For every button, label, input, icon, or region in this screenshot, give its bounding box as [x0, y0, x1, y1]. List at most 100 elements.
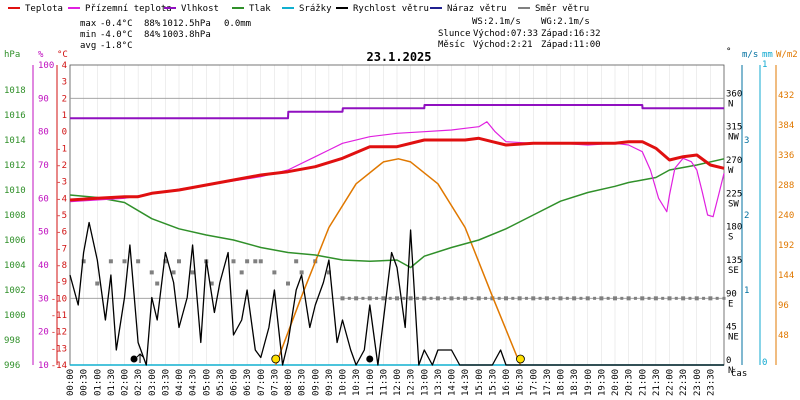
tick-x: 14:00 [448, 369, 458, 396]
wind-direction-dot [155, 281, 160, 286]
wind-direction-dot [688, 296, 692, 300]
wind-direction-dot [231, 259, 236, 264]
tick-x: 09:00 [311, 369, 321, 396]
wind-direction-dot [593, 296, 597, 300]
tick-x: 12:00 [393, 369, 403, 396]
tick-x: 06:30 [243, 369, 253, 396]
wind-direction-dot [402, 296, 406, 300]
tick-temperature: -13 [51, 344, 67, 354]
moonrise-marker [130, 355, 138, 363]
tick-humidity: 10 [38, 361, 49, 371]
wind-direction-dot [722, 296, 726, 300]
wind-direction-dot [708, 296, 712, 300]
unit-rain: mm [762, 50, 773, 60]
tick-x: 22:30 [679, 369, 689, 396]
tick-x: 10:30 [352, 369, 362, 396]
tick-x: 05:00 [202, 369, 212, 396]
wind-direction-dot [108, 259, 113, 264]
stat-min-temp: -4.0°C [100, 30, 133, 40]
tick-pressure: 1014 [4, 136, 26, 146]
wind-direction-dot [484, 296, 488, 300]
stat-max-hum: 88% [144, 19, 161, 29]
wind-direction-dot [171, 270, 176, 275]
series-teplota [69, 136, 725, 202]
series-rychlost [69, 221, 724, 366]
wind-direction-dot [518, 296, 522, 300]
tick-x: 15:30 [488, 369, 498, 396]
wind-direction-dot [477, 296, 481, 300]
unit-humidity: % [38, 50, 44, 60]
tick-humidity: 70 [38, 161, 49, 171]
tick-solar: 192 [778, 241, 794, 251]
wind-direction-dot [620, 296, 624, 300]
stat-max-rain: 0.0mm [224, 19, 251, 29]
stat-min-hum: 84% [144, 30, 161, 40]
wind-direction-dot [661, 296, 665, 300]
wind-direction-dot [245, 259, 250, 264]
tick-x: 23:00 [693, 369, 703, 396]
wind-direction-dot [415, 296, 419, 300]
wind-direction-dot [347, 296, 351, 300]
wind-direction-dot [627, 296, 631, 300]
tick-direction: 315 [726, 123, 742, 133]
wind-direction-dot [531, 296, 535, 300]
wind-direction-dot [715, 296, 719, 300]
wind-direction-dot [361, 296, 365, 300]
tick-x: 17:00 [529, 369, 539, 396]
wind-direction-dot [545, 296, 549, 300]
tick-pressure: 1016 [4, 111, 26, 121]
wind-direction-dot [674, 296, 678, 300]
tick-pressure: 1012 [4, 161, 26, 171]
tick-solar: 288 [778, 181, 794, 191]
wind-direction-dot [443, 296, 447, 300]
tick-rain: 1 [762, 60, 767, 70]
legend-label-rychlost: Rychlost větru [353, 4, 429, 14]
sunset-marker [516, 354, 525, 364]
unit-temperature: °C [57, 50, 68, 60]
tick-x: 23:30 [706, 369, 716, 396]
wind-direction-dot [149, 270, 154, 275]
tick-temperature: 3 [62, 78, 67, 88]
wind-direction-dot [253, 259, 258, 264]
tick-x: 00:30 [80, 369, 90, 396]
chart-title: 23.1.2025 [366, 50, 431, 64]
wind-direction-dot [490, 296, 494, 300]
tick-temperature: -14 [51, 361, 67, 371]
wind-direction-dot [599, 296, 603, 300]
tick-temperature: -3 [56, 178, 67, 188]
tick-direction-name: SW [728, 199, 739, 209]
tick-solar: 96 [778, 301, 789, 311]
stat-ws: WS:2.1m/s [472, 17, 521, 27]
tick-x: 22:00 [666, 369, 676, 396]
tick-pressure: 998 [4, 336, 20, 346]
wind-direction-dot [429, 296, 433, 300]
tick-wind: 1 [744, 286, 749, 296]
stat-moon-rise: Východ:2:21 [473, 40, 533, 50]
tick-x: 07:30 [270, 369, 280, 396]
tick-direction: 135 [726, 256, 742, 266]
series-solar [274, 158, 522, 366]
tick-pressure: 1010 [4, 186, 26, 196]
tick-direction-name: NE [728, 333, 739, 343]
tick-wind: 2 [744, 211, 749, 221]
wind-direction-dot [436, 296, 440, 300]
wind-direction-dot [136, 259, 141, 264]
tick-pressure: 996 [4, 361, 20, 371]
legend-label-teplota: Teplota [25, 4, 63, 14]
stat-moon-set: Západ:11:00 [541, 40, 601, 50]
tick-solar: 384 [778, 121, 794, 131]
tick-pressure: 1018 [4, 86, 26, 96]
tick-direction: 45 [726, 323, 737, 333]
tick-x: 03:00 [148, 369, 158, 396]
stat-max-label: max [80, 19, 97, 29]
tick-x: 20:30 [625, 369, 635, 396]
tick-pressure: 1000 [4, 311, 26, 321]
tick-x: 16:00 [502, 369, 512, 396]
wind-direction-dot [538, 296, 542, 300]
tick-temperature: -8 [56, 261, 67, 271]
tick-humidity: 20 [38, 328, 49, 338]
tick-x: 10:00 [339, 369, 349, 396]
tick-x: 09:30 [325, 369, 335, 396]
wind-direction-dot [586, 296, 590, 300]
